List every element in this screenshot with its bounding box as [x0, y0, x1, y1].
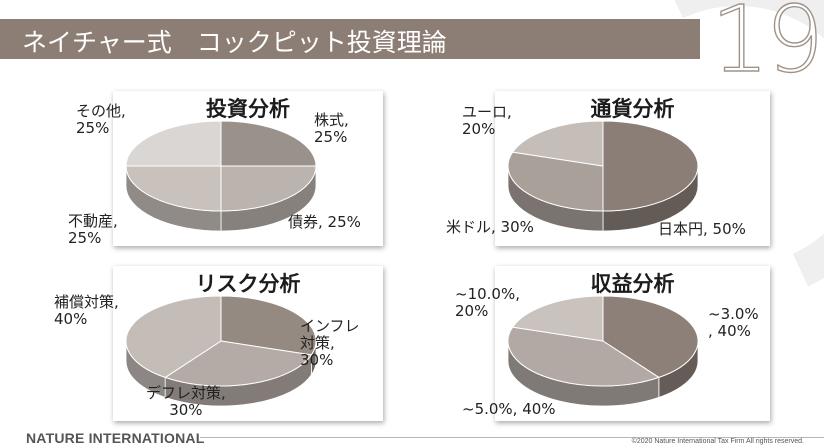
slice-label-10pct: ~10.0%, 20% [455, 285, 520, 320]
chart-panel-currency: 通貨分析 [495, 91, 770, 246]
pie-slice-risk-1 [164, 340, 313, 387]
chart-panel-return: 収益分析 [495, 266, 770, 421]
pie-slice-currency-0 [602, 120, 699, 212]
footer-divider [200, 437, 824, 438]
slice-label-other: その他, 25% [76, 102, 126, 137]
chart-panel-risk: リスク分析 [113, 266, 383, 421]
slice-label-jpy: 日本円, 50% [658, 220, 746, 238]
pie-chart-currency [507, 120, 699, 232]
chart-panel-investment: 投資分析 [113, 91, 383, 246]
slice-label-deflation: デフレ対策, 30% [146, 384, 226, 419]
slice-label-insurance: 補償対策, 40% [54, 293, 119, 328]
page-title: ネイチャー式 コックピット投資理論 [22, 28, 447, 57]
footer-brand: NATURE INTERNATIONAL [26, 430, 205, 446]
pie-slice-currency-1 [507, 151, 604, 212]
page-number: 19 [710, 0, 824, 94]
title-bar: ネイチャー式 コックピット投資理論 [0, 19, 700, 59]
pie-slice-return-1 [507, 326, 660, 387]
pie-slice-return-0 [602, 295, 699, 378]
pie-slice-investment-3 [125, 120, 222, 167]
pie-slice-investment-0 [220, 120, 317, 167]
chart-title: 収益分析 [590, 272, 675, 296]
slice-label-3pct: ~3.0% , 40% [708, 305, 759, 340]
pie-chart-return [507, 295, 699, 407]
pie-slice-risk-2 [125, 295, 222, 378]
slice-label-inflation: インフレ 対策, 30% [300, 317, 360, 369]
slice-label-5pct: ~5.0%, 40% [462, 400, 556, 418]
pie-chart-investment [125, 120, 317, 232]
pie-chart-risk [125, 295, 317, 407]
pie-slice-return-2 [511, 295, 604, 342]
slice-label-usd: 米ドル, 30% [446, 218, 534, 236]
footer-copyright: ©2020 Nature International Tax Firm All … [631, 438, 804, 445]
chart-title: リスク分析 [195, 272, 301, 296]
pie-slice-investment-1 [220, 165, 317, 212]
pie-slice-currency-2 [511, 120, 604, 167]
slice-label-eur: ユーロ, 20% [462, 103, 512, 138]
pie-slice-risk-0 [220, 295, 317, 356]
pie-slice-investment-2 [125, 165, 222, 212]
chart-title: 通貨分析 [590, 97, 675, 121]
slice-label-stocks: 株式, 25% [314, 111, 349, 146]
slice-label-realestate: 不動産, 25% [68, 212, 118, 247]
chart-title: 投資分析 [206, 97, 290, 121]
slice-label-bonds: 債券, 25% [288, 213, 361, 231]
